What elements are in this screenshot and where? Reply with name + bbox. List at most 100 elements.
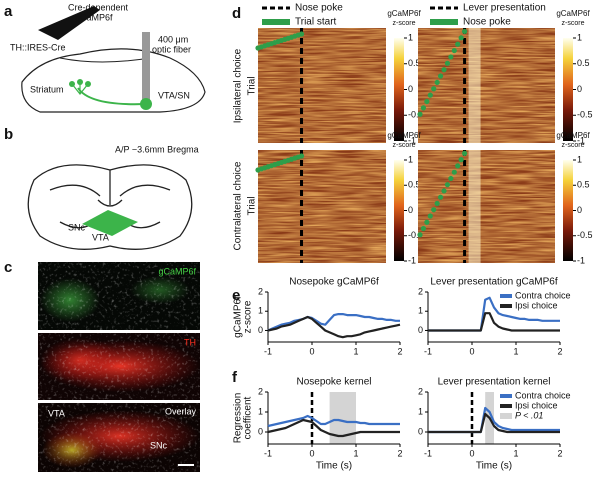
trial-marker xyxy=(434,79,440,86)
colorbar-label: z-score xyxy=(393,20,416,27)
legend-label: Nose poke xyxy=(295,3,343,14)
legend-label: Lever presentation xyxy=(463,3,546,14)
colorbar-label: gCaMP6f xyxy=(387,131,421,140)
series-line xyxy=(267,418,400,438)
vta-region xyxy=(82,210,138,236)
trial-marker xyxy=(431,207,437,213)
colorbar-label: gCaMP6f xyxy=(556,131,590,140)
colorbar-label: z-score xyxy=(562,20,585,27)
panel-label: a xyxy=(4,3,13,20)
chart-title: Lever presentation gCaMP6f xyxy=(430,277,558,288)
x-tick-label: -1 xyxy=(264,346,272,356)
colorbar-tick-label: -0.5 xyxy=(577,230,593,240)
trial-marker xyxy=(434,200,440,207)
trial-marker xyxy=(420,225,427,232)
panel-label: f xyxy=(232,369,238,386)
heatmap-texture xyxy=(418,28,555,143)
colorbar-tick-label: -1 xyxy=(408,255,416,265)
series-line xyxy=(428,312,560,332)
trial-marker xyxy=(448,54,454,60)
series-line xyxy=(267,414,400,428)
colorbar-tick-label: 0 xyxy=(577,205,582,215)
trial-marker xyxy=(437,194,444,200)
sagittal-schematic xyxy=(21,6,206,113)
trial-marker xyxy=(417,232,423,238)
trial-marker xyxy=(441,67,447,73)
trial-marker xyxy=(298,31,305,37)
x-tick-label: -1 xyxy=(424,346,432,356)
y-tick-label: 2 xyxy=(258,286,263,296)
trial-marker xyxy=(458,35,464,41)
image-label: Overlay xyxy=(165,406,197,416)
x-tick-label: 0 xyxy=(309,346,314,356)
trial-marker xyxy=(420,105,427,111)
colorbar-tick-label: 1 xyxy=(577,32,582,42)
series-line xyxy=(428,412,560,434)
image-label: gCaMP6f xyxy=(158,266,196,276)
x-tick-label: 1 xyxy=(353,448,358,458)
colorbar-label: gCaMP6f xyxy=(556,9,590,18)
response-band xyxy=(468,28,481,143)
x-tick-label: 2 xyxy=(557,448,562,458)
legend-label: Ipsi choice xyxy=(515,400,558,410)
y-axis-label: coefficent xyxy=(243,396,254,439)
trial-marker xyxy=(444,60,451,66)
heatmap-texture xyxy=(258,150,386,263)
legend-label: P < .01 xyxy=(515,410,543,420)
y-axis-label: gCaMP6f xyxy=(233,296,244,338)
trial-marker xyxy=(437,73,444,79)
x-axis-label: Time (s) xyxy=(476,461,512,472)
colorbar-tick-label: 0 xyxy=(577,84,582,94)
target-label: VTA/SN xyxy=(158,90,190,100)
colorbar-tick-label: 1 xyxy=(577,154,582,164)
legend-label: Trial start xyxy=(295,17,337,28)
colorbar-tick-label: -1 xyxy=(408,135,416,145)
x-tick-label: 2 xyxy=(397,346,402,356)
legend xyxy=(262,6,458,25)
heatmap-texture xyxy=(258,28,386,143)
colorbar-label: gCaMP6f xyxy=(387,9,421,18)
chart-title: Nosepoke gCaMP6f xyxy=(289,277,379,288)
row-label: Ipsilateral choice xyxy=(233,48,244,123)
chart-title: Nosepoke kernel xyxy=(296,377,371,388)
virus-label: gCaMP6f xyxy=(75,12,113,22)
y-tick-label: 0 xyxy=(258,426,263,436)
axis-label: Trial xyxy=(247,196,258,215)
legend-label: Ipsi choice xyxy=(515,300,558,310)
colorbar xyxy=(563,160,573,261)
colorbar-tick-label: -0.5 xyxy=(408,110,424,120)
image-label: TH xyxy=(184,337,196,347)
y-axis-label: Regression xyxy=(233,393,244,444)
x-tick-label: 2 xyxy=(557,346,562,356)
x-tick-label: -1 xyxy=(264,448,272,458)
trial-marker xyxy=(461,150,468,156)
trial-marker xyxy=(417,111,423,117)
colorbar xyxy=(394,160,404,261)
colorbar-tick-label: 0 xyxy=(408,205,413,215)
y-tick-label: 2 xyxy=(418,386,423,396)
x-tick-label: -1 xyxy=(424,448,432,458)
trial-marker xyxy=(455,163,461,169)
colorbar-tick-label: 1 xyxy=(408,154,413,164)
trial-marker xyxy=(298,153,305,159)
colorbar-tick-label: 0.5 xyxy=(577,58,590,68)
legend-label: Contra choice xyxy=(515,390,571,400)
y-tick-label: 1 xyxy=(258,406,263,416)
colorbar-label: z-score xyxy=(393,142,416,149)
panel-label: c xyxy=(4,259,12,276)
trial-marker xyxy=(451,47,457,54)
coordinate-label: A/P −3.6mm Bregma xyxy=(115,144,199,154)
x-axis-label: Time (s) xyxy=(316,461,352,472)
panel-label: d xyxy=(232,5,241,22)
trial-marker xyxy=(431,86,437,92)
colorbar xyxy=(394,38,404,141)
virus-label: Cre-dependent xyxy=(68,2,129,12)
y-axis-label: z-score xyxy=(243,300,254,333)
vta-label: VTA xyxy=(92,232,109,242)
x-tick-label: 1 xyxy=(353,346,358,356)
chart-title: Lever presentation kernel xyxy=(438,377,551,388)
y-tick-label: 1 xyxy=(258,306,263,316)
y-tick-label: 2 xyxy=(258,386,263,396)
y-tick-label: 0 xyxy=(418,426,423,436)
